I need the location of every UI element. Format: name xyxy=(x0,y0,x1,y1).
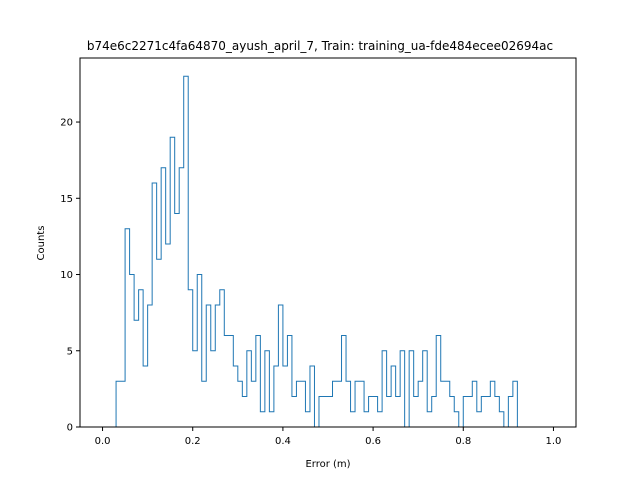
x-tick-label: 0.8 xyxy=(455,436,471,447)
histogram-step-line xyxy=(115,75,518,428)
x-tick-label: 0.2 xyxy=(185,436,201,447)
y-tick-label: 10 xyxy=(60,270,73,281)
y-tick-label: 15 xyxy=(60,194,73,205)
y-tick-label: 20 xyxy=(60,118,73,129)
plot-area xyxy=(115,75,518,428)
x-tick-label: 1.0 xyxy=(546,436,562,447)
y-tick-label: 5 xyxy=(67,346,73,357)
x-axis-ticks: 0.0 0.2 0.4 0.6 0.8 1.0 xyxy=(95,427,562,447)
x-tick-label: 0.4 xyxy=(275,436,291,447)
x-tick-label: 0.0 xyxy=(95,436,111,447)
y-tick-label: 0 xyxy=(67,423,73,434)
x-tick-label: 0.6 xyxy=(365,436,381,447)
plot-frame xyxy=(79,57,577,428)
y-axis-ticks: 0 5 10 15 20 xyxy=(60,118,80,434)
chart-title: b74e6c2271c4fa64870_ayush_april_7, Train… xyxy=(87,39,553,53)
x-axis-label: Error (m) xyxy=(305,459,350,470)
y-axis-label: Counts xyxy=(36,226,47,261)
